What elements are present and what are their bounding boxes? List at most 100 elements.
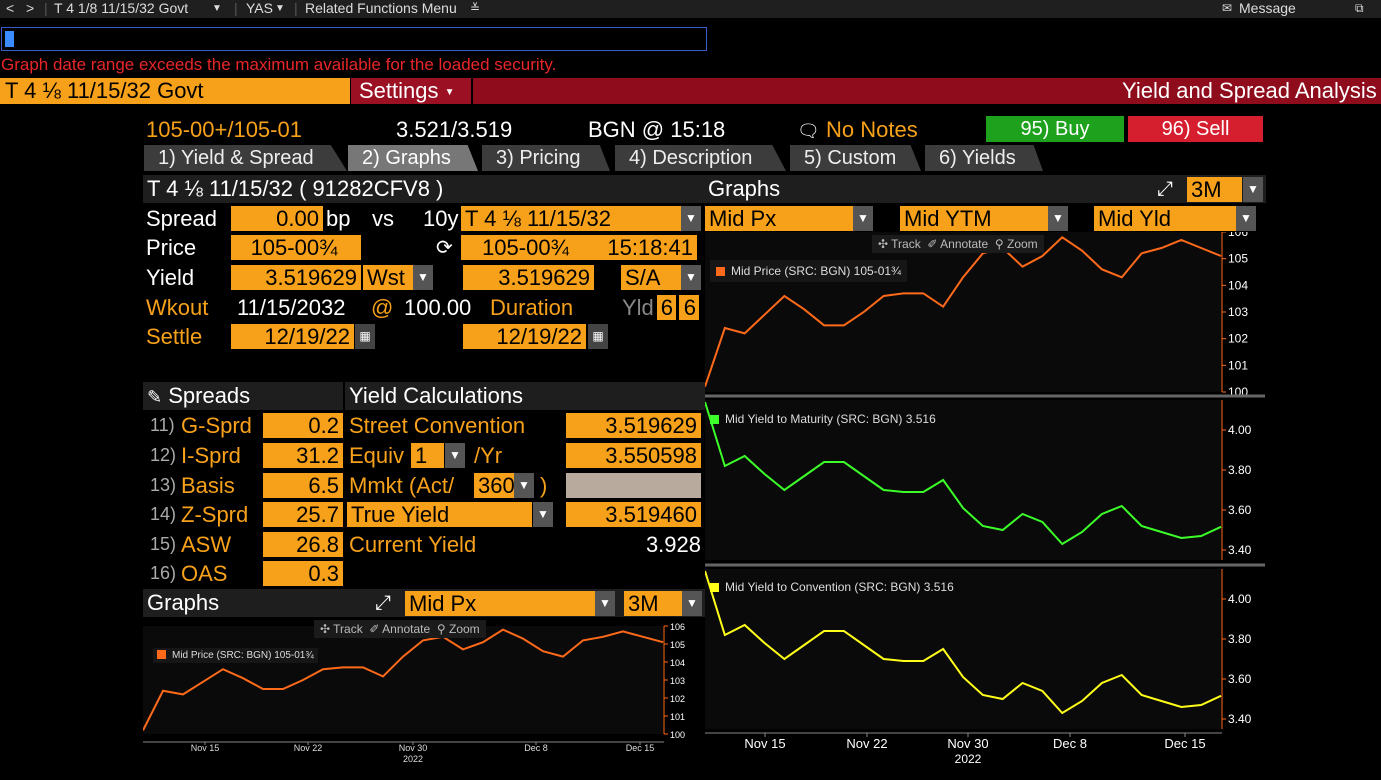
equiv-select[interactable]: 1 [411,443,444,468]
zoom-icon[interactable]: ⚲ [994,237,1007,251]
bench-price-input[interactable]: 105-00¾ [461,235,594,260]
track-button[interactable]: Track [891,237,921,251]
annotate-icon[interactable]: ✐ [369,622,383,636]
frequency-select[interactable]: S/A [621,265,681,290]
price-input[interactable]: 105-00¾ [231,235,361,260]
price-label: Price [146,235,197,260]
settings-button[interactable]: Settings ▼ [351,78,471,104]
benchmark-select[interactable]: T 4 ⅛ 11/15/32 [461,206,681,231]
chevron-down-icon[interactable]: ▼ [533,502,553,527]
chevron-down-icon[interactable]: ▼ [514,473,534,498]
y-tick-label: 103 [670,676,685,686]
security-field[interactable]: T 4 ⅛ 11/15/32 Govt [0,78,350,104]
expand-icon[interactable]: ⤢ [1157,178,1173,200]
mail-icon[interactable]: ✉ [1222,1,1233,15]
calendar-icon[interactable]: ▦ [355,324,375,349]
yld-digits-a[interactable]: 6 [657,295,676,320]
track-icon[interactable]: ✣ [320,622,334,636]
small-graph-period-select[interactable]: 3M [624,591,682,616]
spread-row-number: 14) [150,504,177,524]
graph-selector-1[interactable]: Mid Px [705,206,853,231]
related-functions-menu[interactable]: Related Functions Menu [305,0,457,16]
function-breadcrumb[interactable]: YAS [246,0,273,16]
spread-row-label[interactable]: ASW [181,532,232,557]
chevron-down-icon[interactable]: ▼ [445,443,465,468]
chevron-down-icon[interactable]: ▼ [1243,177,1263,202]
big-chart[interactable]: 1001011021031041051063.403.603.804.003.4… [705,232,1270,767]
workout-price: 100.00 [404,295,472,320]
expand-icon[interactable]: ⤢ [375,592,391,614]
notes-button[interactable]: 🗨 No Notes [797,117,918,144]
buy-button[interactable]: 95) Buy [986,116,1124,142]
small-price-chart[interactable]: 100 101 102 103 104 105 106 Nov 15 Nov 22 Nov 30 D… [143,618,701,768]
tab-yields[interactable]: 6) Yields [925,145,1043,171]
tab-description[interactable]: 4) Description [615,145,786,171]
back-button[interactable]: < [6,0,15,16]
y-tick-label: 3.80 [1228,463,1252,477]
forward-button[interactable]: > [26,0,35,16]
mmkt-select[interactable]: 360 [474,473,515,498]
x-tick-label: Nov 30 [947,736,988,751]
x-tick-label: Nov 22 [294,743,323,753]
graph-selector-3[interactable]: Mid Yld [1094,206,1236,231]
spread-row-label[interactable]: G-Sprd [181,413,252,438]
x-tick-label: Nov 15 [191,743,220,753]
tab-yield-spread[interactable]: 1) Yield & Spread [144,145,347,171]
chevron-down-icon[interactable]: ▼ [595,591,615,616]
annotate-button[interactable]: Annotate [940,237,989,251]
zoom-button[interactable]: Zoom [1006,237,1038,251]
zoom-button[interactable]: Zoom [448,622,480,636]
security-breadcrumb[interactable]: T 4 1/8 11/15/32 Govt [54,0,189,16]
chevron-down-icon[interactable]: ▼ [413,265,433,290]
chevron-down-icon[interactable]: ▼ [853,206,873,231]
big-graph-period-select[interactable]: 3M [1187,177,1242,202]
x-year-label: 2022 [955,752,982,766]
tab-custom[interactable]: 5) Custom [790,145,921,171]
true-yield-value: 3.519460 [566,502,701,527]
chevron-down-icon[interactable]: ▼ [681,206,701,231]
tab-pricing[interactable]: 3) Pricing [482,145,610,171]
bench-settle-input[interactable]: 12/19/22 [463,324,586,349]
small-chart-legend: Mid Price (SRC: BGN) 105-01¾ [153,648,318,663]
yld-digits-b[interactable]: 6 [679,295,699,320]
refresh-icon[interactable]: ⟳ [436,237,453,259]
track-icon[interactable]: ✣ [878,237,892,251]
price-legend: Mid Price (SRC: BGN) 105-01¾ [710,260,908,282]
annotate-button[interactable]: Annotate [382,622,431,636]
spread-row-label[interactable]: Z-Sprd [181,502,249,527]
graph-selector-2[interactable]: Mid YTM [900,206,1048,231]
command-line-input[interactable] [1,27,707,51]
chevron-down-icon[interactable]: ▼ [212,3,222,14]
spread-row-label[interactable]: OAS [181,561,228,586]
chevron-down-icon[interactable]: ▼ [1048,206,1068,231]
chevron-down-icon[interactable]: ▼ [275,3,285,14]
small-graph-metric-select[interactable]: Mid Px [405,591,595,616]
annotate-icon[interactable]: ✐ [927,237,941,251]
track-button[interactable]: Track [333,622,363,636]
true-yield-select[interactable]: True Yield [347,502,532,527]
chevron-down-icon[interactable]: ▼ [681,265,701,290]
yield-type-select[interactable]: Wst [363,265,413,290]
x-tick-label: Dec 8 [1053,736,1087,751]
window-icon[interactable]: ⧉ [1355,1,1364,15]
sell-button[interactable]: 96) Sell [1128,116,1263,142]
spread-row-label[interactable]: Basis [181,473,235,498]
chevron-down-icon[interactable]: ▼ [682,591,702,616]
zoom-icon[interactable]: ⚲ [436,622,449,636]
calendar-icon[interactable]: ▦ [588,324,608,349]
settle-date-input[interactable]: 12/19/22 [231,324,354,349]
tab-graphs[interactable]: 2) Graphs [348,145,478,171]
spread-row-label[interactable]: I-Sprd [181,443,241,468]
spread-input[interactable]: 0.00 [231,206,323,231]
chevron-down-icon[interactable]: ▼ [1236,206,1256,231]
message-button[interactable]: Message [1239,0,1296,16]
legend-swatch [716,267,725,276]
ytm-legend-label: Mid Yield to Maturity (SRC: BGN) 3.516 [725,412,936,426]
yield-input[interactable]: 3.519629 [231,265,361,290]
price-legend-label: Mid Price (SRC: BGN) 105-01¾ [731,264,902,278]
double-chevron-icon[interactable]: ≚ [470,1,481,15]
spreads-title: Spreads [168,383,251,408]
series-line [705,401,1222,546]
pencil-icon[interactable]: ✎ [147,387,163,407]
bench-yield-input[interactable]: 3.519629 [463,265,594,290]
